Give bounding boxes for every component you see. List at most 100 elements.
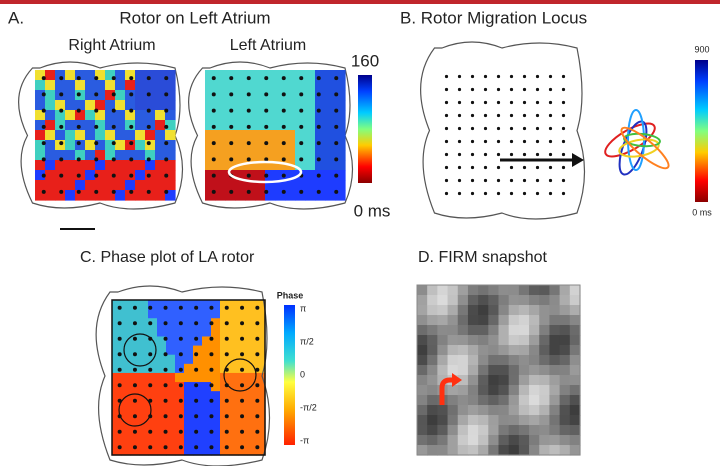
map-cell	[468, 425, 479, 436]
electrode	[59, 109, 63, 113]
electrode	[549, 166, 552, 169]
electrode	[497, 192, 500, 195]
map-cell	[285, 80, 296, 91]
electrode	[562, 140, 565, 143]
electrode	[536, 88, 539, 91]
map-cell	[509, 315, 520, 326]
map-cell	[437, 445, 448, 456]
electrode	[549, 179, 552, 182]
electrode	[299, 141, 303, 145]
colorbar-label: 900	[694, 44, 709, 54]
map-cell	[529, 405, 540, 416]
electrode	[164, 430, 168, 434]
map-cell	[115, 190, 126, 201]
map-cell	[488, 415, 499, 426]
electrode	[133, 321, 137, 325]
electrode	[317, 76, 321, 80]
map-cell	[235, 130, 246, 141]
map-cell	[85, 160, 96, 171]
map-cell	[570, 425, 581, 436]
electrode	[164, 321, 168, 325]
map-cell	[85, 130, 96, 141]
top-bar	[0, 0, 720, 4]
map-cell	[285, 150, 296, 161]
map-cell	[166, 309, 176, 319]
map-cell	[499, 405, 510, 416]
electrode	[164, 352, 168, 356]
map-cell	[184, 300, 194, 310]
electrode	[484, 140, 487, 143]
map-cell	[166, 437, 176, 447]
map-cell	[488, 395, 499, 406]
map-cell	[130, 419, 140, 429]
electrode	[471, 75, 474, 78]
map-cell	[437, 305, 448, 316]
map-cell	[139, 300, 149, 310]
map-cell	[205, 160, 216, 171]
electrode	[133, 383, 137, 387]
electrode	[549, 140, 552, 143]
electrode	[247, 109, 251, 113]
map-cell	[135, 180, 146, 191]
map-cell	[85, 120, 96, 131]
map-cell	[205, 180, 216, 191]
map-cell	[166, 336, 176, 346]
electrode	[549, 88, 552, 91]
electrode	[458, 75, 461, 78]
map-cell	[427, 345, 438, 356]
electrode	[133, 368, 137, 372]
map-cell	[325, 150, 336, 161]
electrode	[212, 109, 216, 113]
electrode	[317, 109, 321, 113]
map-cell	[448, 415, 459, 426]
electrode	[510, 153, 513, 156]
map-cell	[478, 405, 489, 416]
electrode	[212, 190, 216, 194]
map-cell	[235, 140, 246, 151]
map-cell	[549, 285, 560, 296]
map-cell	[229, 336, 239, 346]
map-cell	[519, 375, 530, 386]
electrode	[77, 157, 81, 161]
map-cell	[417, 365, 428, 376]
electrode	[264, 141, 268, 145]
electrode	[148, 368, 152, 372]
map-cell	[121, 346, 131, 356]
electrode	[484, 153, 487, 156]
electrode	[549, 114, 552, 117]
electrode	[497, 166, 500, 169]
electrode	[94, 190, 98, 194]
electrode	[129, 76, 133, 80]
panel-title: B. Rotor Migration Locus	[400, 8, 587, 27]
map-cell	[509, 445, 520, 456]
electrode	[59, 190, 63, 194]
map-cell	[135, 100, 146, 111]
map-cell	[448, 385, 459, 396]
map-cell	[75, 80, 86, 91]
map-cell	[55, 130, 66, 141]
map-cell	[75, 180, 86, 191]
map-cell	[220, 409, 230, 419]
map-cell	[211, 309, 221, 319]
map-cell	[417, 405, 428, 416]
map-cell	[478, 415, 489, 426]
map-cell	[560, 395, 571, 406]
map-cell	[499, 315, 510, 326]
map-cell	[247, 300, 257, 310]
electrode	[334, 125, 338, 129]
map-cell	[235, 100, 246, 111]
map-cell	[315, 120, 326, 131]
electrode	[164, 383, 168, 387]
electrode	[255, 306, 259, 310]
map-cell	[184, 309, 194, 319]
map-cell	[135, 120, 146, 131]
electrode	[445, 192, 448, 195]
electrode	[523, 140, 526, 143]
electrode	[147, 109, 151, 113]
map-cell	[247, 346, 257, 356]
map-cell	[155, 150, 166, 161]
map-cell	[235, 190, 246, 201]
electrode	[179, 306, 183, 310]
map-cell	[325, 130, 336, 141]
map-cell	[175, 327, 185, 337]
